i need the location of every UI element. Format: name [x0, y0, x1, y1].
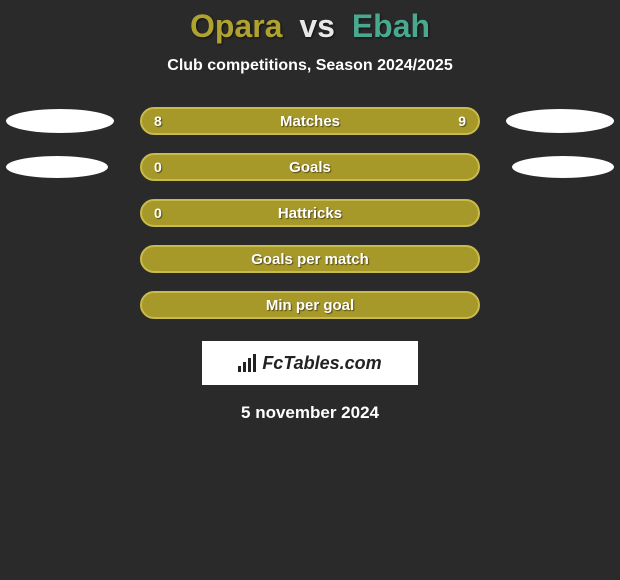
stat-row-matches: 8 Matches 9: [0, 107, 620, 135]
page-title: Opara vs Ebah: [0, 8, 620, 45]
date-label: 5 november 2024: [0, 403, 620, 423]
stat-value-left: 0: [154, 205, 162, 221]
ellipse-left: [6, 109, 114, 133]
stat-bar: 0 Hattricks: [140, 199, 480, 227]
logo-box: FcTables.com: [202, 341, 418, 385]
stat-row-gpm: Goals per match: [0, 245, 620, 273]
stat-rows: 8 Matches 9 0 Goals 0 Hattricks: [0, 107, 620, 319]
stat-bar: 8 Matches 9: [140, 107, 480, 135]
logo-text: FcTables.com: [262, 353, 381, 374]
title-player1: Opara: [190, 8, 282, 44]
stat-row-goals: 0 Goals: [0, 153, 620, 181]
logo-bars-icon: [238, 354, 256, 372]
stat-label: Goals per match: [251, 251, 369, 268]
title-player2: Ebah: [352, 8, 430, 44]
stat-label: Matches: [280, 113, 340, 130]
stat-label: Hattricks: [278, 205, 342, 222]
comparison-container: Opara vs Ebah Club competitions, Season …: [0, 0, 620, 423]
stat-bar: Goals per match: [140, 245, 480, 273]
logo: FcTables.com: [238, 353, 381, 374]
stat-bar: Min per goal: [140, 291, 480, 319]
stat-row-mpg: Min per goal: [0, 291, 620, 319]
ellipse-right: [512, 156, 614, 178]
subtitle: Club competitions, Season 2024/2025: [0, 57, 620, 75]
stat-bar: 0 Goals: [140, 153, 480, 181]
title-vs: vs: [299, 8, 335, 44]
stat-label: Goals: [289, 159, 331, 176]
stat-label: Min per goal: [266, 297, 354, 314]
stat-row-hattricks: 0 Hattricks: [0, 199, 620, 227]
stat-value-left: 0: [154, 159, 162, 175]
stat-value-right: 9: [458, 113, 466, 129]
ellipse-right: [506, 109, 614, 133]
ellipse-left: [6, 156, 108, 178]
stat-value-left: 8: [154, 113, 162, 129]
